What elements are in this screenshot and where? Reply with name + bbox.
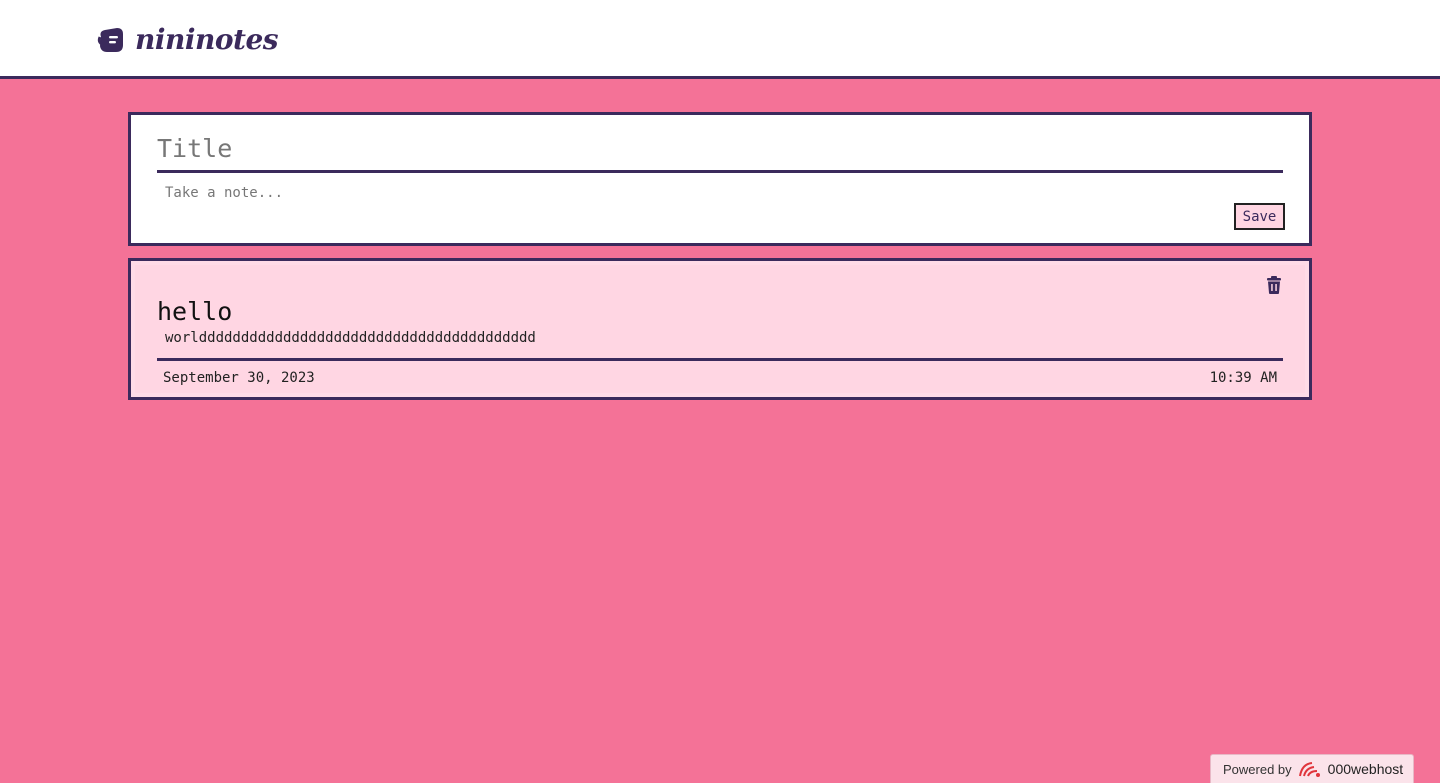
note-hand-icon <box>97 28 123 52</box>
save-button[interactable]: Save <box>1234 203 1285 230</box>
note-date: September 30, 2023 <box>163 370 315 386</box>
brand-name: nininotes <box>135 23 279 56</box>
title-input[interactable] <box>157 127 1283 173</box>
000webhost-logo-icon <box>1298 762 1320 777</box>
note-divider <box>157 358 1283 361</box>
note-body: worldddddddddddddddddddddddddddddddddddd… <box>165 330 536 346</box>
note-title: hello <box>157 297 233 326</box>
powered-by-label: Powered by <box>1223 761 1292 777</box>
note-composer: Save <box>128 112 1312 246</box>
note-card: hello worldddddddddddddddddddddddddddddd… <box>128 258 1312 400</box>
brand[interactable]: nininotes <box>97 22 279 58</box>
trash-icon[interactable] <box>1265 275 1283 295</box>
app-header: nininotes <box>0 0 1440 79</box>
note-input[interactable] <box>165 181 1165 205</box>
powered-by-badge[interactable]: Powered by 000webhost <box>1210 754 1414 783</box>
powered-by-brand: 000webhost <box>1327 761 1404 777</box>
note-time: 10:39 AM <box>1209 370 1277 386</box>
